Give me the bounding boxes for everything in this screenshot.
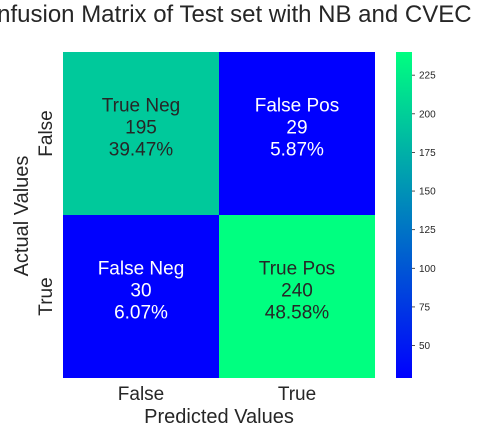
cell-label: False Neg 30 6.07% [98,259,185,324]
colorbar-tick-label: 125 [419,225,436,236]
heatmap-cell [219,215,375,378]
chart-title: Confusion Matrix of Test set with NB and… [0,1,472,28]
colorbar-tick-label: 200 [419,109,436,120]
colorbar [396,52,412,378]
heatmap-cell [63,52,219,215]
y-axis-label: Actual Values [11,156,33,277]
heatmap-cell-labels: True Neg 195 39.47% False Pos 29 5.87% False N… [98,96,340,324]
x-tick-label: True [278,384,316,405]
y-tick-label: True [36,277,57,315]
colorbar-tick-label: 150 [419,187,436,198]
colorbar-ticks: 50 75 100 125 150 175 200 225 [412,71,436,352]
colorbar-tick-label: 75 [419,302,431,313]
colorbar-tick-label: 225 [419,71,436,82]
heatmap-cell [63,215,219,378]
y-axis-ticks: False True [36,110,57,315]
cell-label: True Pos 240 48.58% [259,259,335,324]
cell-label: True Neg 195 39.47% [102,96,181,161]
x-axis-label: Predicted Values [144,406,294,428]
colorbar-tick-label: 100 [419,264,436,275]
colorbar-tick-label: 50 [419,341,431,352]
x-tick-label: False [118,384,164,405]
colorbar-tick-label: 175 [419,148,436,159]
heatmap-cell [219,52,375,215]
heatmap-cells [63,52,375,378]
y-tick-label: False [36,110,57,156]
cell-label: False Pos 29 5.87% [255,96,339,161]
x-axis-ticks: False True [118,384,316,405]
